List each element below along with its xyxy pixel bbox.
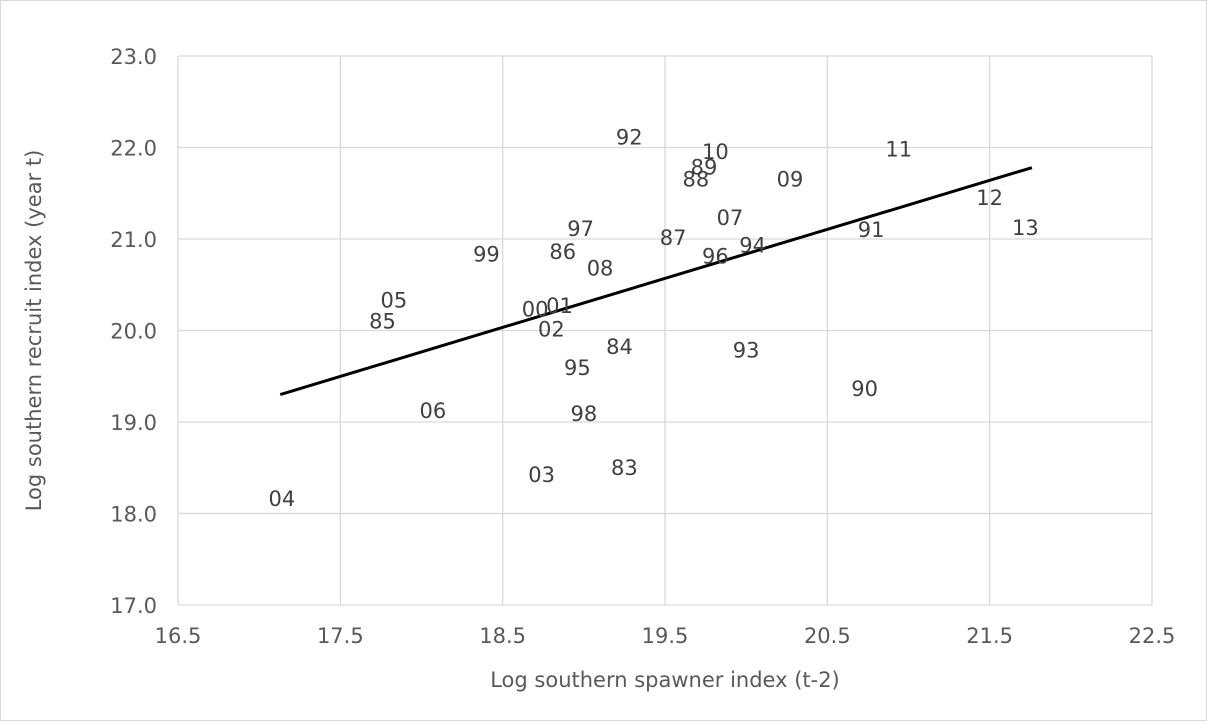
data-point-label: 91 (858, 218, 885, 242)
y-axis-ticks: 17.0 18.0 19.0 20.0 21.0 22.0 23.0 (110, 45, 157, 618)
trendline (279, 166, 1033, 396)
data-point-label: 11 (885, 137, 912, 161)
y-tick-label: 18.0 (110, 503, 157, 527)
x-tick-label: 20.5 (804, 624, 851, 648)
data-point-label: 07 (717, 206, 744, 230)
data-point-label: 99 (473, 243, 500, 267)
data-point-label: 88 (682, 168, 709, 192)
y-tick-label: 19.0 (110, 411, 157, 435)
data-point-label: 00 (522, 298, 549, 322)
data-point-label: 05 (381, 288, 408, 312)
data-point-label: 01 (546, 294, 573, 318)
data-point-label: 92 (616, 126, 643, 150)
data-point-label: 06 (419, 399, 446, 423)
data-point-label: 12 (976, 186, 1003, 210)
data-point-label: 93 (733, 339, 760, 363)
x-axis-title: Log southern spawner index (t-2) (490, 668, 840, 692)
trendline-group (279, 166, 1033, 396)
x-tick-label: 22.5 (1129, 624, 1176, 648)
y-axis-title: Log southern recruit index (year t) (22, 150, 46, 512)
y-tick-label: 20.0 (110, 320, 157, 344)
data-point-label: 94 (739, 233, 766, 257)
data-point-label: 08 (587, 256, 614, 280)
x-tick-label: 18.5 (479, 624, 526, 648)
x-tick-label: 17.5 (317, 624, 364, 648)
y-tick-label: 22.0 (110, 137, 157, 161)
data-point-label: 87 (660, 226, 687, 250)
data-point-label: 86 (549, 240, 576, 264)
data-point-label: 98 (570, 402, 597, 426)
data-point-label: 83 (611, 456, 638, 480)
x-tick-label: 16.5 (155, 624, 202, 648)
data-point-label: 04 (269, 487, 296, 511)
data-point-label: 13 (1012, 216, 1039, 240)
data-point-label: 84 (606, 335, 633, 359)
data-point-label: 03 (528, 463, 555, 487)
data-point-label: 09 (777, 168, 804, 192)
data-point-label: 95 (564, 356, 591, 380)
data-point-label: 90 (851, 377, 878, 401)
x-axis-ticks: 16.5 17.5 18.5 19.5 20.5 21.5 22.5 (155, 624, 1176, 648)
y-tick-label: 21.0 (110, 228, 157, 252)
x-tick-label: 21.5 (966, 624, 1013, 648)
data-point-label: 02 (538, 318, 565, 342)
y-tick-label: 23.0 (110, 45, 157, 69)
gridlines (177, 55, 1153, 606)
data-point-label: 89 (691, 156, 718, 180)
data-point-label: 85 (369, 309, 396, 333)
x-tick-label: 19.5 (642, 624, 689, 648)
data-point-label: 10 (702, 140, 729, 164)
y-tick-label: 17.0 (110, 594, 157, 618)
data-point-label: 96 (702, 244, 729, 268)
data-point-label: 97 (567, 217, 594, 241)
